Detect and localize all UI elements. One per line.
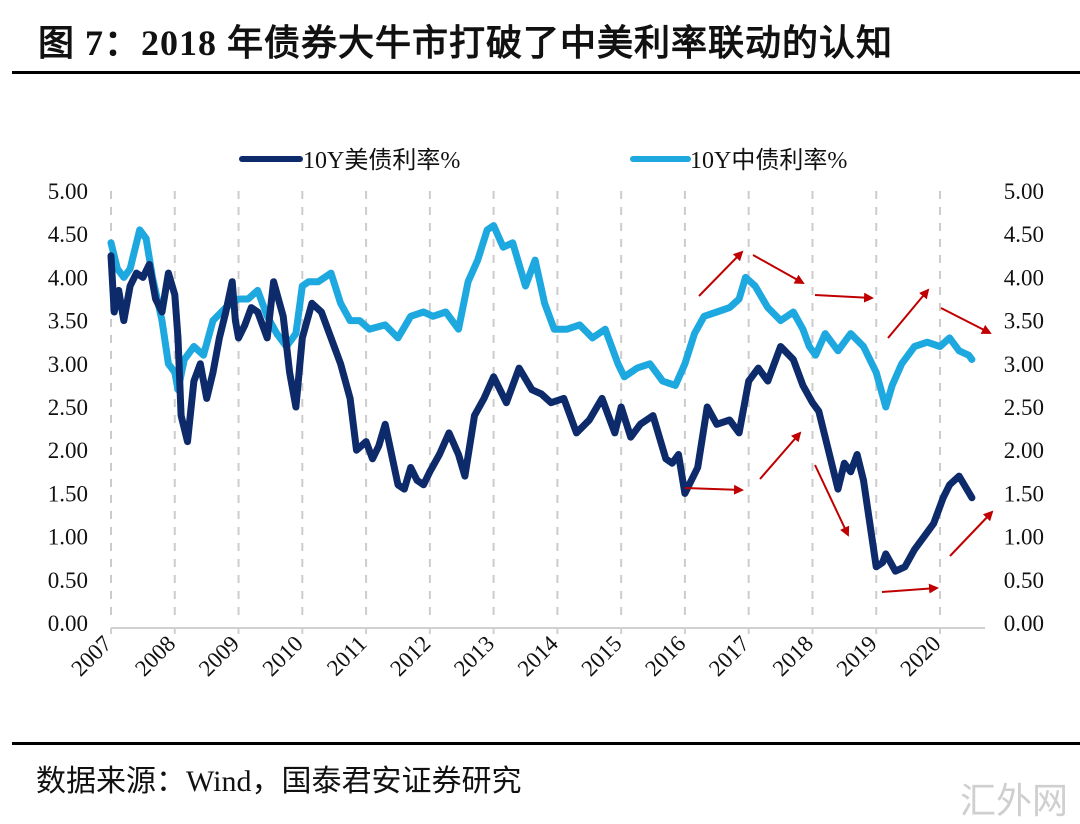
figure-title: 图 7：2018 年债券大牛市打破了中美利率联动的认知 — [38, 23, 894, 63]
x-tick-label: 2007 — [66, 631, 116, 681]
y-tick-label-left: 0.50 — [48, 568, 88, 593]
y-tick-label-right: 5.00 — [1004, 179, 1044, 204]
y-tick-label-right: 1.50 — [1004, 481, 1044, 506]
x-tick-label: 2017 — [704, 631, 754, 681]
y-axis-left: 0.00 0.50 1.00 1.50 2.00 2.50 3.00 3.50 4.00 4.50… — [48, 179, 88, 636]
trend-arrow-up — [759, 431, 802, 480]
x-tick-label: 2009 — [194, 631, 244, 681]
x-tick-label: 2020 — [895, 631, 945, 681]
y-tick-label-right: 3.00 — [1004, 352, 1044, 377]
y-tick-label-left: 3.00 — [48, 352, 88, 377]
data-source-note: 数据来源：Wind，国泰君安证券研究 — [36, 765, 522, 798]
y-tick-label-left: 3.50 — [48, 309, 88, 334]
trend-arrow-down — [752, 254, 805, 284]
y-tick-label-right: 4.50 — [1004, 222, 1044, 247]
y-tick-label-left: 1.00 — [48, 525, 88, 550]
trend-arrow-down — [814, 464, 850, 537]
legend-label-cn: 10Y中债利率% — [690, 147, 847, 174]
y-tick-label-right: 0.00 — [1004, 611, 1044, 636]
y-tick-label-left: 2.00 — [48, 438, 88, 463]
y-tick-label-left: 2.50 — [48, 395, 88, 420]
x-tick-label: 2015 — [576, 631, 626, 681]
trend-arrow-flat — [684, 484, 744, 495]
x-tick-label: 2008 — [130, 631, 180, 681]
trend-arrow-down — [940, 307, 992, 334]
series-line-cn-10y — [107, 222, 976, 411]
y-tick-label-left: 5.00 — [48, 179, 88, 204]
legend: 10Y美债利率% 10Y中债利率% — [239, 147, 847, 174]
x-tick-label: 2019 — [832, 631, 882, 681]
series-line-us-10y — [107, 252, 976, 575]
trend-arrow-flat — [814, 292, 874, 303]
y-tick-label-left: 4.50 — [48, 222, 88, 247]
gridlines — [110, 191, 941, 623]
y-tick-label-right: 0.50 — [1004, 568, 1044, 593]
trend-arrow-up — [698, 250, 744, 297]
watermark: 汇外网 — [960, 781, 1069, 821]
x-tick-label: 2018 — [768, 631, 818, 681]
top-rule — [12, 71, 1080, 74]
y-tick-label-left: 4.00 — [48, 265, 88, 290]
y-tick-label-right: 1.00 — [1004, 525, 1044, 550]
x-tick-labels: 2007 2008 2009 2010 2011 2012 2013 2014 2015 2016… — [66, 631, 945, 682]
x-tick-label: 2010 — [258, 631, 308, 681]
y-tick-label-right: 3.50 — [1004, 309, 1044, 334]
y-tick-label-right: 4.00 — [1004, 265, 1044, 290]
trend-arrow-up — [949, 510, 994, 557]
x-tick-label: 2014 — [513, 631, 564, 682]
legend-label-us: 10Y美债利率% — [303, 147, 460, 174]
bottom-rule — [12, 742, 1080, 745]
x-tick-label: 2011 — [322, 631, 372, 681]
trend-arrow-up — [887, 288, 930, 339]
y-tick-label-right: 2.00 — [1004, 438, 1044, 463]
y-axis-right: 0.00 0.50 1.00 1.50 2.00 2.50 3.00 3.50 4.00 4.50… — [1004, 179, 1044, 636]
trend-arrows — [684, 250, 994, 594]
y-tick-label-right: 2.50 — [1004, 395, 1044, 420]
x-tick-label: 2013 — [449, 631, 499, 681]
series-lines — [107, 222, 976, 575]
line-chart: 0.00 0.50 1.00 1.50 2.00 2.50 3.00 3.50 4.00 4.50… — [48, 147, 1044, 682]
x-axis — [110, 627, 986, 634]
y-tick-label-left: 1.50 — [48, 481, 88, 506]
trend-arrow-flat — [881, 583, 939, 594]
x-tick-label: 2012 — [385, 631, 435, 681]
x-tick-label: 2016 — [640, 631, 690, 681]
y-tick-label-left: 0.00 — [48, 611, 88, 636]
